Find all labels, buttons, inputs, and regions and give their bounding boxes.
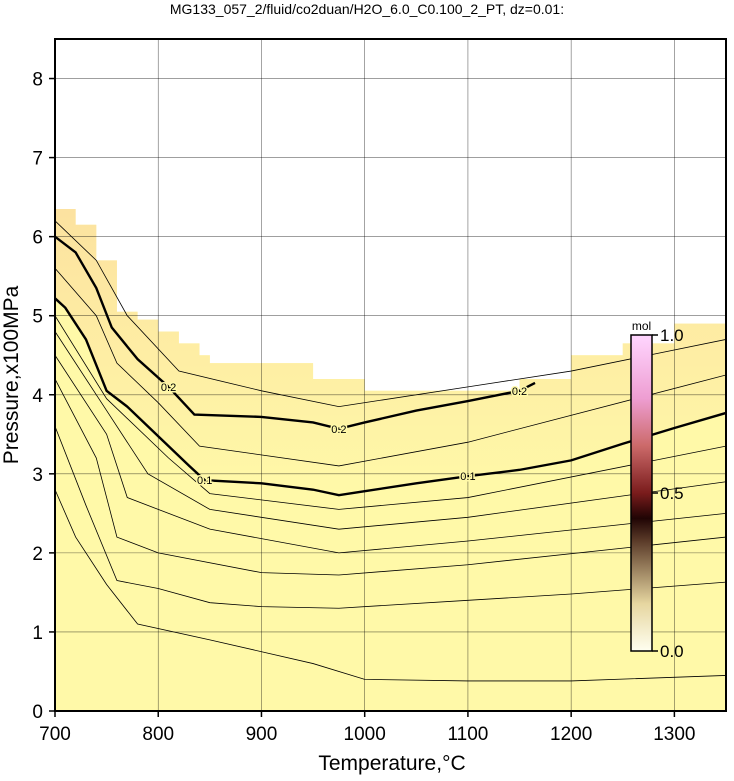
x-axis-label: Temperature,°C	[318, 752, 465, 775]
contour-label: 0.1	[460, 471, 475, 483]
contour-label: 0.2	[331, 424, 346, 436]
contour-line	[55, 268, 726, 467]
upper-shade	[55, 208, 726, 496]
y-tick-label: 2	[32, 544, 43, 565]
colorbar-tick-label: 1.0	[660, 326, 684, 345]
x-tick-label: 800	[142, 724, 174, 745]
y-tick-label: 1	[32, 623, 43, 644]
contour-line	[55, 426, 726, 609]
x-tick-label: 1100	[447, 724, 488, 745]
y-tick-label: 5	[32, 307, 43, 328]
colorbar-tick-label: 0.5	[660, 484, 684, 503]
y-tick-label: 4	[32, 386, 43, 407]
contour-line	[55, 489, 726, 682]
y-tick-label: 7	[32, 149, 43, 170]
contour-line	[55, 297, 726, 497]
contour-line	[55, 378, 726, 576]
contour-line	[55, 235, 536, 430]
chart-title: MG133_057_2/fluid/co2duan/H2O_6.0_C0.100…	[170, 1, 564, 17]
x-tick-label: 700	[39, 724, 71, 745]
x-tick-label: 900	[246, 724, 278, 745]
plot-frame	[54, 38, 727, 712]
colorbar-label: mol	[632, 319, 651, 333]
y-tick-label: 3	[32, 465, 43, 486]
colorbar-tick-label: 0.0	[660, 642, 684, 661]
axes: 700 800 900 1000 1100 1200 1300 0 1 2 3 4 5 6 7 8 mol 0.0…	[32, 38, 727, 745]
y-tick-label: 8	[32, 70, 43, 91]
x-tick-label: 1200	[550, 724, 592, 745]
contour-line	[55, 355, 726, 554]
y-axis-label: Pressure,x100MPa	[0, 285, 23, 464]
contour-label: 0.2	[161, 382, 176, 394]
plot-area: 0.1 0.1 0.2 0.2 0.2	[55, 39, 726, 711]
colorbar	[630, 334, 653, 652]
x-tick-label: 1300	[653, 724, 695, 745]
y-tick-label: 0	[32, 702, 43, 723]
contour-label: 0.2	[512, 386, 527, 398]
y-tick-label: 6	[32, 228, 43, 249]
x-tick-label: 1000	[344, 724, 386, 745]
contour-line	[55, 331, 726, 530]
contour-line	[55, 315, 726, 510]
contour-line	[55, 220, 726, 408]
contour-label: 0.1	[197, 475, 212, 487]
